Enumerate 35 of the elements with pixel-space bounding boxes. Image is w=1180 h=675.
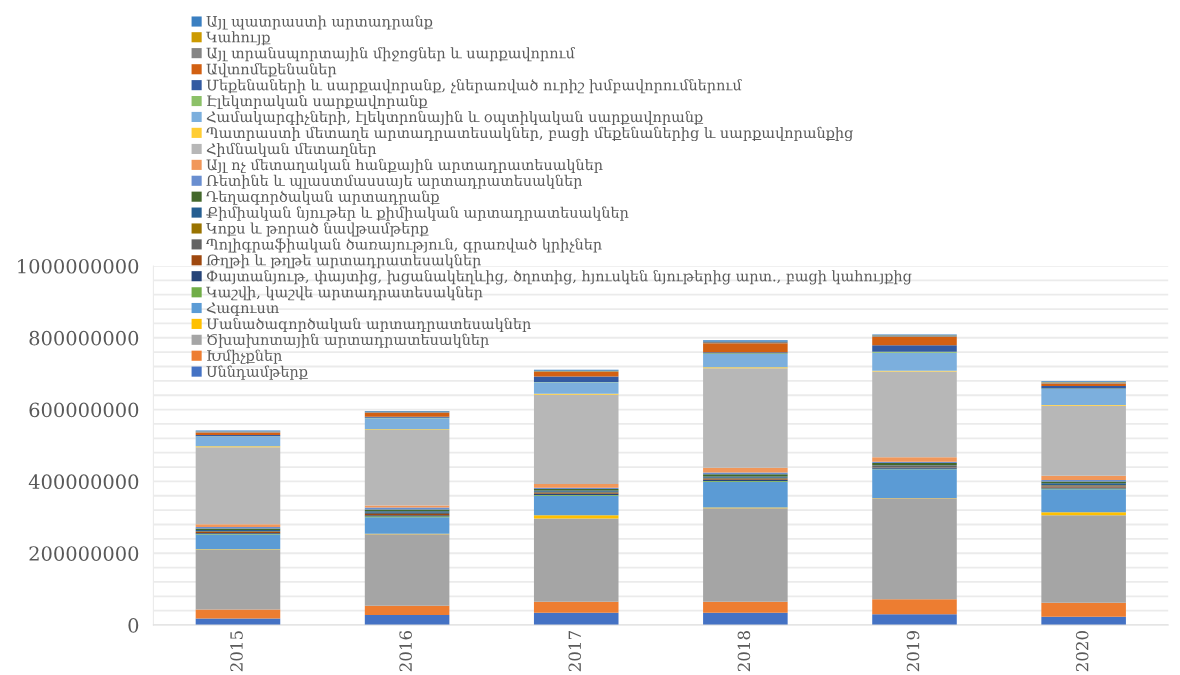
y-tick-label: 600000000 <box>29 402 139 418</box>
legend-label: Էլեկտրական սարքավորանք <box>207 94 428 110</box>
x-tick-label: 2019 <box>906 631 920 672</box>
legend-label: Կաշվի, կաշվե արտադրատեսակներ <box>206 286 483 301</box>
legend-label: Ծխախոտային արտադրատեսակներ <box>207 333 489 348</box>
y-tick-label: 400000000 <box>28 474 139 490</box>
legend-label: Մեքենաների և սարքավորանք, չներառված ուրիշ խմբավորումներում <box>206 79 742 94</box>
y-tick-label: 0 <box>128 618 139 633</box>
legend-label: Թղթի և թղթե արտադրատեսակներ <box>206 254 481 269</box>
legend-label: Խմիչքներ <box>207 349 282 364</box>
legend-label: Ավտոմեքենաներ <box>206 63 337 78</box>
legend-label: Ռետինե և պլաստմասսայե արտադրատեսակներ <box>206 174 583 189</box>
legend-label: Պատրաստի մետաղե արտադրատեսակներ, բացի մեքենաներից և սարքավորանքից <box>206 126 853 142</box>
y-tick-label: 200000000 <box>29 546 139 561</box>
x-tick-label: 2020 <box>1075 631 1089 672</box>
legend-label: Փայտանյութ, փայտից, խցանակեղևից, ծղոտից, հյուսկեն նյութերից արտ., բացի կահույքից <box>206 270 912 285</box>
x-tick-label: 2018 <box>737 631 751 672</box>
x-tick-label: 2015 <box>230 631 243 672</box>
y-tick-label: 1000000000 <box>18 258 139 274</box>
legend-label: Հիմնական մետաղներ <box>206 142 377 158</box>
legend-label: Այլ տրանսպորտային միջոցներ և սարքավորում <box>206 47 575 62</box>
legend-label: Այլ ոչ մետաղական հանքային արտադրատեսակներ <box>206 158 603 173</box>
x-tick-label: 2016 <box>399 630 412 672</box>
y-tick-label: 800000000 <box>29 330 139 346</box>
legend-label: Կոքս և թորած նավթամթերք <box>206 222 429 237</box>
legend-label: Հագուստ <box>206 302 279 317</box>
legend-label: Մանածագործական արտադրատեսակներ <box>206 317 531 332</box>
x-tick-label: 2017 <box>568 631 582 672</box>
legend-label: Համակարգիչների, էլեկտրոնային և օպտիկական սարքավորանք <box>206 110 704 126</box>
legend-label: Պոլիգրաֆիական ծառայություն, գրառված կրիչներ <box>206 238 602 253</box>
legend-label: Քիմիական նյութեր և քիմիական արտադրատեսակներ <box>206 206 629 221</box>
legend-label: Կահույք <box>206 31 271 46</box>
legend-label: Այլ պատրաստի արտադրանք <box>206 15 433 30</box>
legend-label: Դեղագործական արտադրանք <box>206 190 440 205</box>
legend-label: Սննդամթերք <box>206 365 308 380</box>
